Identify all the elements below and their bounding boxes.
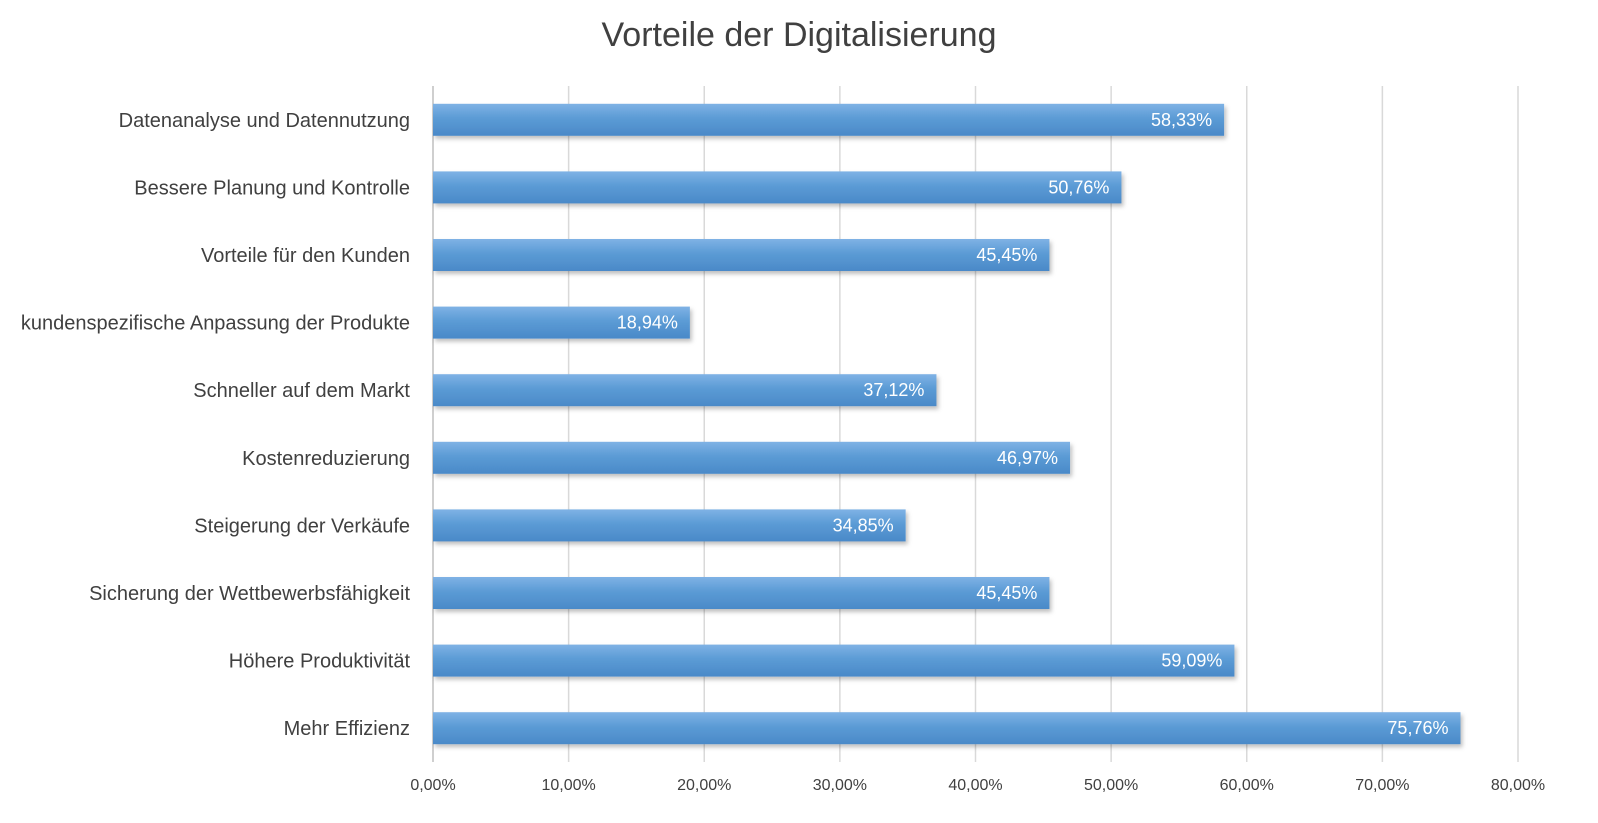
- category-label: Vorteile für den Kunden: [201, 245, 410, 267]
- data-label: 34,85%: [833, 515, 894, 535]
- category-labels: Datenanalyse und Datennutzung Bessere Pla…: [21, 110, 411, 740]
- bar: [433, 441, 1071, 474]
- bar: [433, 577, 1050, 609]
- bar: [433, 306, 690, 339]
- category-label: Kostenreduzierung: [242, 448, 410, 470]
- bar: [433, 509, 906, 542]
- x-tick-label: 60,00%: [1220, 777, 1274, 794]
- x-tick-label: 40,00%: [948, 777, 1002, 794]
- x-tick-label: 0,00%: [410, 777, 455, 794]
- x-tick-label: 50,00%: [1084, 777, 1138, 794]
- x-tick-label: 20,00%: [677, 777, 731, 794]
- x-tick-label: 70,00%: [1355, 777, 1409, 794]
- bars: 58,33% 50,76% 45,45% 18,94% 37,12% 46,97% 34,8…: [433, 103, 1461, 745]
- category-label: Höhere Produktivität: [229, 651, 411, 673]
- bar: [433, 374, 937, 407]
- category-label: Mehr Effizienz: [284, 718, 410, 740]
- data-label: 18,94%: [617, 313, 678, 333]
- x-tick-label: 80,00%: [1491, 777, 1545, 794]
- x-tick-label: 30,00%: [813, 777, 867, 794]
- category-label: Sicherung der Wettbewerbsfähigkeit: [89, 583, 410, 605]
- bar: [433, 171, 1122, 204]
- category-label: Steigerung der Verkäufe: [194, 515, 410, 537]
- bar: [433, 103, 1225, 136]
- data-label: 75,76%: [1387, 718, 1448, 738]
- data-label: 45,45%: [976, 245, 1037, 265]
- data-label: 37,12%: [863, 380, 924, 400]
- chart-title: Vorteile der Digitalisierung: [601, 16, 997, 54]
- data-label: 45,45%: [976, 583, 1037, 603]
- category-label: Datenanalyse und Datennutzung: [119, 110, 410, 132]
- bar: [433, 239, 1050, 271]
- category-label: Bessere Planung und Kontrolle: [134, 177, 410, 199]
- x-tick-label: 10,00%: [541, 777, 595, 794]
- category-label: kundenspezifische Anpassung der Produkte: [21, 313, 410, 335]
- data-label: 59,09%: [1161, 651, 1222, 671]
- bar: [433, 712, 1461, 745]
- category-label: Schneller auf dem Markt: [193, 380, 410, 402]
- data-label: 50,76%: [1048, 177, 1109, 197]
- data-label: 46,97%: [997, 448, 1058, 468]
- data-label: 58,33%: [1151, 110, 1212, 130]
- x-axis-tick-labels: 0,00% 10,00% 20,00% 30,00% 40,00% 50,00% 60,00…: [410, 777, 1545, 794]
- bar: [433, 644, 1235, 677]
